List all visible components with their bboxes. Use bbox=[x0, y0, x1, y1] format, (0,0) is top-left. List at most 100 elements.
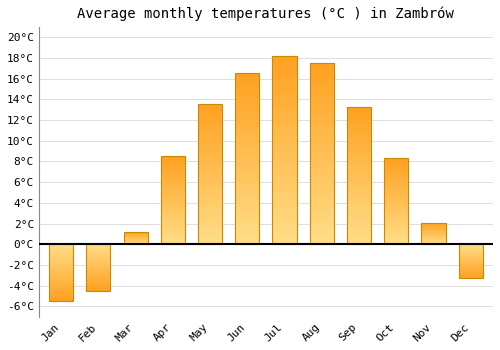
Bar bbox=[272, 71, 296, 73]
Bar bbox=[235, 181, 260, 183]
Bar bbox=[49, 254, 73, 255]
Bar bbox=[384, 226, 408, 227]
Bar bbox=[198, 186, 222, 187]
Bar bbox=[347, 207, 371, 209]
Bar bbox=[160, 223, 185, 224]
Bar bbox=[272, 169, 296, 171]
Bar bbox=[198, 237, 222, 239]
Bar bbox=[160, 203, 185, 204]
Bar bbox=[347, 197, 371, 199]
Bar bbox=[235, 193, 260, 195]
Bar bbox=[160, 170, 185, 171]
Bar bbox=[310, 188, 334, 190]
Bar bbox=[86, 281, 110, 282]
Bar bbox=[272, 235, 296, 237]
Bar bbox=[384, 166, 408, 167]
Bar bbox=[198, 118, 222, 120]
Bar bbox=[272, 243, 296, 244]
Bar bbox=[198, 211, 222, 212]
Bar bbox=[235, 191, 260, 193]
Bar bbox=[235, 84, 260, 85]
Bar bbox=[235, 159, 260, 161]
Bar bbox=[272, 92, 296, 93]
Bar bbox=[310, 66, 334, 69]
Bar bbox=[347, 226, 371, 228]
Bar bbox=[160, 169, 185, 170]
Bar bbox=[310, 226, 334, 228]
Bar bbox=[198, 114, 222, 116]
Bar bbox=[272, 84, 296, 86]
Bar bbox=[384, 181, 408, 182]
Bar bbox=[384, 188, 408, 189]
Bar bbox=[235, 186, 260, 188]
Bar bbox=[310, 206, 334, 208]
Bar bbox=[235, 224, 260, 225]
Bar bbox=[160, 202, 185, 203]
Bar bbox=[347, 195, 371, 196]
Bar bbox=[198, 167, 222, 169]
Bar bbox=[49, 244, 73, 301]
Bar bbox=[49, 290, 73, 291]
Bar bbox=[310, 90, 334, 92]
Bar bbox=[235, 164, 260, 166]
Bar bbox=[384, 170, 408, 171]
Bar bbox=[198, 188, 222, 190]
Bar bbox=[347, 174, 371, 175]
Bar bbox=[160, 229, 185, 230]
Bar bbox=[86, 247, 110, 248]
Bar bbox=[272, 148, 296, 150]
Bar bbox=[198, 136, 222, 138]
Bar bbox=[86, 270, 110, 271]
Bar bbox=[347, 152, 371, 153]
Bar bbox=[310, 152, 334, 154]
Bar bbox=[235, 132, 260, 133]
Bar bbox=[310, 105, 334, 106]
Bar bbox=[198, 222, 222, 223]
Bar bbox=[198, 241, 222, 243]
Bar bbox=[198, 152, 222, 153]
Bar bbox=[198, 138, 222, 139]
Bar bbox=[272, 120, 296, 122]
Bar bbox=[384, 234, 408, 235]
Bar bbox=[198, 142, 222, 144]
Bar bbox=[272, 131, 296, 133]
Bar bbox=[310, 65, 334, 66]
Bar bbox=[235, 157, 260, 159]
Bar bbox=[49, 272, 73, 273]
Bar bbox=[160, 240, 185, 241]
Bar bbox=[310, 97, 334, 99]
Bar bbox=[310, 157, 334, 159]
Bar bbox=[235, 140, 260, 142]
Bar bbox=[272, 88, 296, 90]
Bar bbox=[86, 264, 110, 265]
Bar bbox=[49, 259, 73, 260]
Bar bbox=[347, 231, 371, 232]
Bar bbox=[198, 104, 222, 106]
Bar bbox=[235, 130, 260, 132]
Bar bbox=[86, 248, 110, 249]
Bar bbox=[272, 197, 296, 199]
Bar bbox=[235, 188, 260, 190]
Bar bbox=[347, 178, 371, 180]
Bar bbox=[198, 117, 222, 118]
Bar bbox=[272, 73, 296, 75]
Bar bbox=[86, 272, 110, 273]
Bar bbox=[272, 188, 296, 190]
Bar bbox=[49, 277, 73, 278]
Bar bbox=[49, 285, 73, 286]
Bar bbox=[160, 214, 185, 215]
Bar bbox=[198, 234, 222, 236]
Bar bbox=[198, 153, 222, 155]
Bar bbox=[310, 85, 334, 86]
Bar bbox=[235, 196, 260, 198]
Bar bbox=[384, 206, 408, 207]
Bar bbox=[49, 263, 73, 264]
Bar bbox=[347, 200, 371, 202]
Bar bbox=[310, 86, 334, 89]
Bar bbox=[86, 263, 110, 264]
Bar bbox=[272, 80, 296, 82]
Bar bbox=[235, 162, 260, 164]
Bar bbox=[384, 239, 408, 240]
Bar bbox=[310, 239, 334, 241]
Bar bbox=[347, 156, 371, 158]
